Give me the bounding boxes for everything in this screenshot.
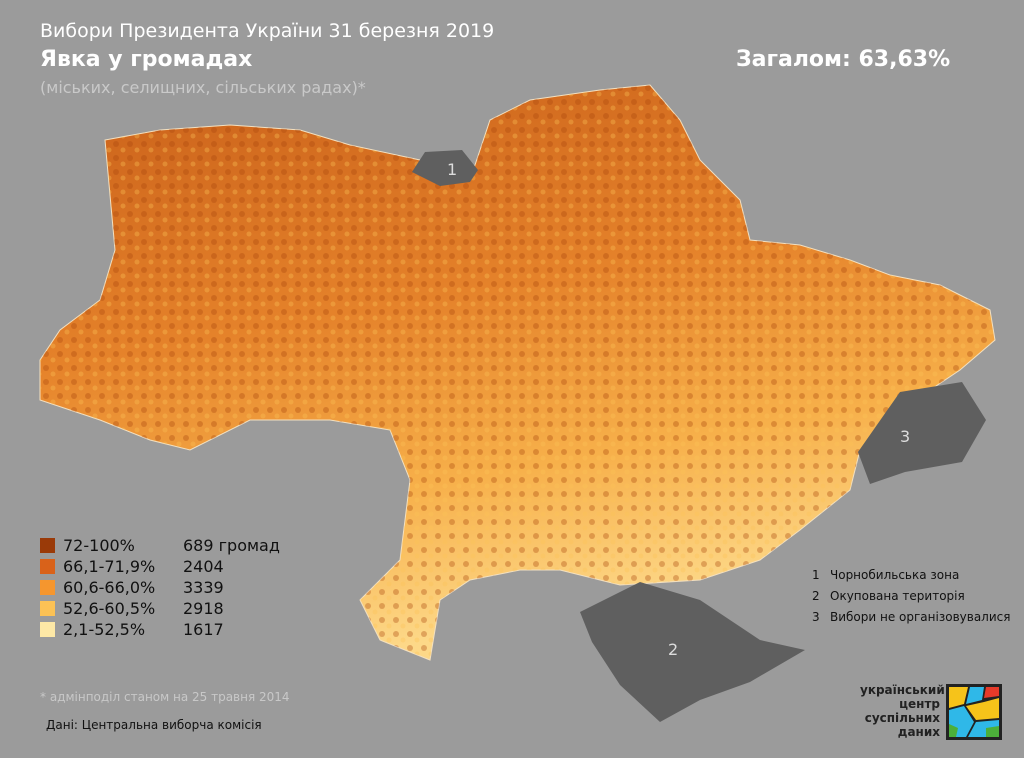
logo-text: український центр суспільних даних <box>860 683 945 739</box>
legend-swatch <box>40 538 55 553</box>
zone-legend-item: 3 Вибори не організовувалися <box>812 610 1011 624</box>
legend-item: 60,6-66,0% 3339 <box>40 578 224 597</box>
zone-donbas <box>858 382 986 484</box>
zone-legend-item: 1 Чорнобильська зона <box>812 568 960 582</box>
legend-swatch <box>40 559 55 574</box>
data-source: Дані: Центральна виборча комісія <box>46 718 262 732</box>
zone-chornobyl <box>412 150 478 186</box>
footnote: * адмінподіл станом на 25 травня 2014 <box>40 690 290 704</box>
legend-item: 52,6-60,5% 2918 <box>40 599 224 618</box>
map-subtitle: (міських, селищних, сільських радах)* <box>40 78 366 97</box>
legend-swatch <box>40 601 55 616</box>
logo-icon <box>946 684 1002 740</box>
ukraine-texture <box>40 85 995 660</box>
map-title: Явка у громадах <box>40 47 253 72</box>
supertitle: Вибори Президента України 31 березня 201… <box>40 20 495 42</box>
legend-swatch <box>40 622 55 637</box>
zone-legend-item: 2 Окупована територія <box>812 589 965 603</box>
zone-crimea <box>580 582 805 722</box>
total-turnout: Загалом: 63,63% <box>736 47 951 72</box>
zone-label-3: 3 <box>900 427 910 446</box>
legend-swatch <box>40 580 55 595</box>
legend-item: 2,1-52,5% 1617 <box>40 620 224 639</box>
zone-label-2: 2 <box>668 640 678 659</box>
zone-label-1: 1 <box>447 160 457 179</box>
legend-item: 66,1-71,9% 2404 <box>40 557 224 576</box>
legend-item: 72-100% 689 громад <box>40 536 280 555</box>
